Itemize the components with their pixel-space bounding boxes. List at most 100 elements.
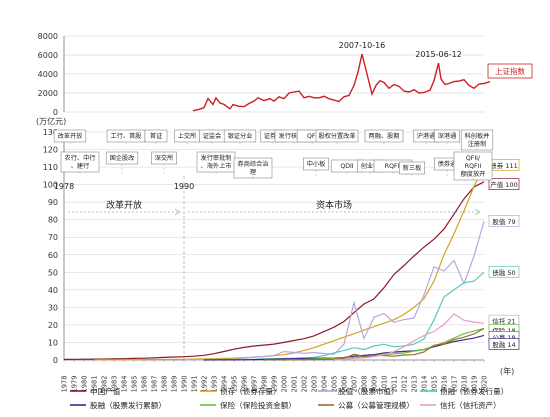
event-box: 中小板 — [303, 157, 329, 176]
event-label: 国企股改 — [110, 154, 135, 162]
main-chart: 0 10 20 30 40 50 60 70 80 90 100 110 120 130 (万亿元) (年) 1… — [36, 116, 520, 410]
index-y-tick-label: 8000 — [38, 32, 58, 41]
event-label: 两融、股期 — [369, 132, 400, 140]
index-y-tick-label: 2000 — [38, 89, 58, 98]
index-y-tick-label: 0 — [53, 108, 58, 117]
event-box: 两融、股期 — [364, 129, 404, 146]
event-label: 上交所 — [178, 132, 197, 140]
era-arrowhead — [174, 208, 181, 216]
event-box: 新三板 — [399, 161, 425, 176]
main-x-tick-label: 2019 — [471, 376, 479, 393]
end-label-text: 产值 100 — [490, 180, 517, 189]
era-year-label: 1990 — [174, 182, 194, 191]
main-x-tick-label: 2007 — [351, 376, 359, 393]
main-x-tick-label: 1991 — [191, 376, 199, 393]
index-legend-label: 上证指数 — [495, 66, 525, 76]
event-label: 新三板 — [403, 164, 422, 172]
end-label: 债券 111 — [488, 158, 520, 171]
main-y-tick-label: 70 — [48, 233, 58, 242]
series-line — [223, 271, 485, 361]
main-x-tick-label: 2017 — [451, 376, 459, 393]
main-y-tick-label: 50 — [48, 268, 58, 277]
main-x-axis-label: (年) — [500, 366, 514, 376]
legend-label: 股融（股票发行累额） — [90, 400, 166, 410]
era-label: 资本市场 — [316, 199, 352, 211]
main-y-tick-label: 40 — [48, 286, 58, 295]
main-x-tick-label: 1998 — [261, 376, 269, 393]
main-x-tick-label: 1997 — [251, 376, 259, 393]
end-label-frame — [488, 338, 520, 350]
index-peak-annotation: 2007-10-16 — [339, 41, 386, 50]
main-x-tick-label: 2000 — [281, 376, 289, 393]
main-x-tick-label: 1988 — [161, 376, 169, 393]
legend-label: 保险（保险投资金额） — [220, 400, 296, 410]
index-peak-annotation: 2015-06-12 — [415, 50, 462, 59]
main-x-tick-label: 2009 — [371, 376, 379, 393]
main-x-tick-label: 2004 — [321, 376, 329, 393]
end-label: 股融 14 — [488, 338, 520, 350]
legend-label: 公募（公募管理规模） — [338, 400, 414, 410]
era-arrowhead — [474, 208, 481, 216]
index-legend-frame — [487, 63, 533, 79]
end-label-text: 股值 79 — [492, 217, 515, 226]
main-x-tick-label: 2001 — [291, 376, 299, 393]
main-x-tick-label: 1990 — [181, 376, 189, 393]
main-y-tick-label: 120 — [43, 146, 58, 155]
main-y-tick-label: 60 — [48, 251, 58, 260]
main-x-tick-label: 1986 — [141, 376, 149, 393]
main-x-tick-label: 2012 — [401, 376, 409, 393]
end-label-text: 公募 18 — [492, 333, 515, 342]
end-label-frame — [488, 178, 520, 190]
main-y-axis-label: (万亿元) — [36, 116, 66, 126]
event-box: 上交所 — [174, 129, 200, 146]
event-box: 首证 — [144, 129, 168, 146]
end-label-frame — [488, 265, 520, 278]
main-x-tick-label: 1989 — [171, 376, 179, 393]
series-line — [94, 165, 485, 361]
end-label-text: 债融 50 — [492, 268, 515, 277]
event-label: 注册制 — [468, 140, 487, 148]
index-legend-box: 上证指数 — [487, 63, 533, 79]
main-y-tick-label: 90 — [48, 198, 58, 207]
event-label: 、海外上市 — [201, 162, 232, 170]
event-label: 科创板并 — [465, 132, 490, 140]
event-box: 股权分置改革 — [315, 129, 359, 146]
event-box: 银证分业 — [223, 129, 257, 146]
event-label: 创业板 — [361, 162, 380, 170]
legend-label: 债存（债券存量） — [220, 386, 281, 396]
main-x-tick-label: 2005 — [331, 376, 339, 393]
series-line — [333, 313, 485, 361]
event-label: QDII — [340, 163, 353, 170]
index-chart: 0 2000 4000 6000 8000 2007-10-16 2015-06-12 上证指… — [38, 32, 533, 117]
main-x-tick-label: 2014 — [421, 376, 429, 393]
end-label-text: 债券 111 — [490, 161, 517, 170]
main-x-tick-label: 2006 — [341, 376, 349, 393]
event-label: 银证分业 — [228, 132, 253, 140]
index-line — [192, 53, 491, 112]
main-x-tick-label: 1985 — [131, 376, 139, 393]
main-x-tick-label: 1984 — [121, 376, 129, 393]
main-x-tick-label: 1978 — [61, 376, 69, 393]
main-x-tick-label: 1993 — [211, 376, 219, 393]
main-x-tick-label: 1981 — [91, 376, 99, 393]
event-label: QFII/ — [466, 155, 481, 162]
event-label: RQFII — [465, 163, 482, 170]
event-box: 深港通 — [434, 129, 460, 146]
main-y-tick-label: 130 — [43, 128, 58, 137]
legend-label: 债融（债券发行量） — [440, 386, 508, 396]
event-box: 深交所 — [151, 151, 177, 176]
event-label: 首证 — [150, 132, 162, 140]
event-label: 券商综合治 — [238, 160, 269, 168]
event-label: QFII — [307, 133, 319, 140]
main-x-tick-label: 1999 — [271, 376, 279, 393]
main-x-tick-label: 1992 — [201, 376, 209, 393]
main-y-tick-label: 30 — [48, 303, 58, 312]
end-label-text: 股融 14 — [492, 340, 515, 349]
event-box: 农行、中行、建行 — [60, 151, 100, 176]
event-box: 改革开放 — [53, 129, 87, 146]
event-label: RQFII — [385, 163, 402, 170]
main-x-tick-label: 1996 — [241, 376, 249, 393]
